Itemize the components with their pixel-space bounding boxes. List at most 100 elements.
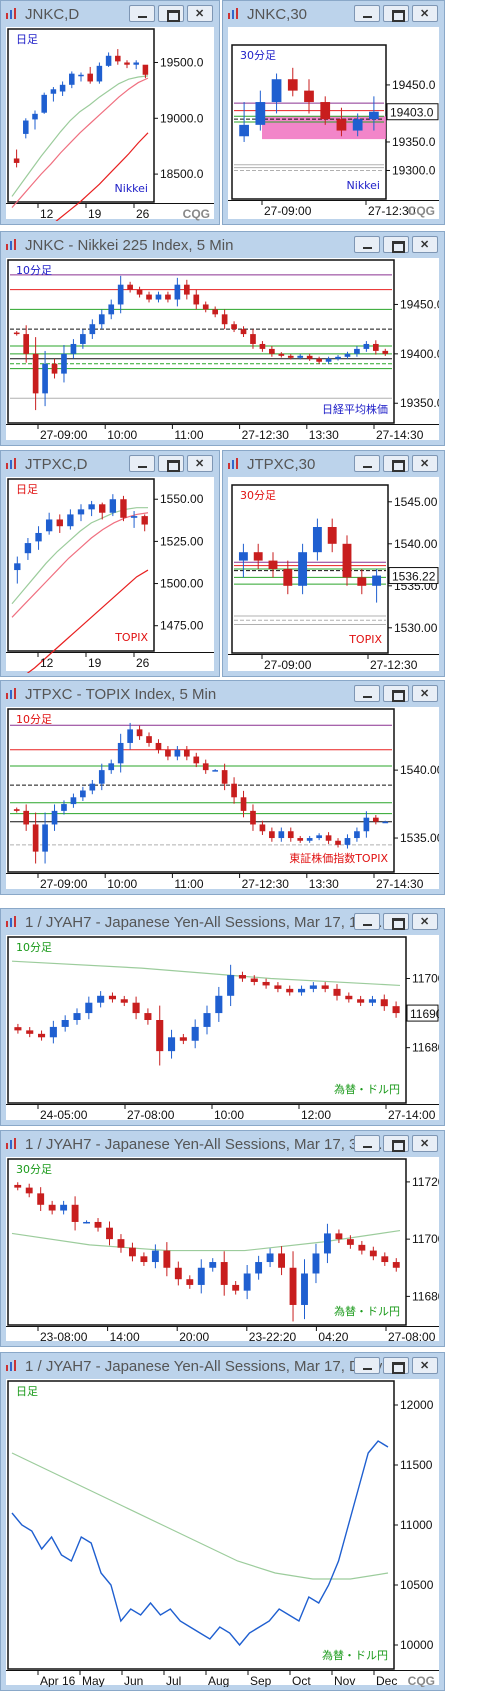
- candle-body: [42, 824, 48, 852]
- candle-body: [240, 329, 247, 335]
- candle-body: [278, 353, 285, 356]
- candle-body: [71, 1204, 79, 1222]
- candle-body: [202, 304, 209, 310]
- x-axis-line: [6, 424, 439, 425]
- instrument-label: 為替・ドル円: [322, 1648, 388, 1662]
- minimize-button[interactable]: [354, 455, 380, 472]
- candle-body: [141, 516, 148, 525]
- maximize-button[interactable]: [158, 5, 184, 22]
- candle-body: [38, 1033, 46, 1038]
- close-button[interactable]: [412, 236, 438, 253]
- candle-body: [344, 353, 351, 357]
- candle-body: [51, 363, 58, 374]
- chart-canvas[interactable]: 19450.0 19350.0 19300.0 19403.0 30分足 Nikkei 27…: [228, 27, 439, 221]
- maximize-button[interactable]: [383, 913, 409, 930]
- minimize-button[interactable]: [354, 685, 380, 702]
- maximize-button[interactable]: [383, 455, 409, 472]
- candle-body: [48, 1204, 56, 1211]
- close-button[interactable]: [412, 5, 438, 22]
- minimize-button[interactable]: [354, 1135, 380, 1152]
- candle-body: [108, 304, 115, 315]
- window-title: JNKC - Nikkei 225 Index, 5 Min: [25, 237, 234, 254]
- close-button[interactable]: [412, 685, 438, 702]
- candle-body: [70, 797, 77, 805]
- close-button[interactable]: [412, 913, 438, 930]
- x-tick-label: Aug: [208, 1674, 229, 1687]
- candle-body: [136, 729, 143, 737]
- y-tick-label: 10000: [400, 1638, 434, 1652]
- candle-body: [49, 1026, 57, 1038]
- minimize-button[interactable]: [354, 1357, 380, 1374]
- candle-body: [89, 783, 96, 791]
- maximize-button[interactable]: [383, 236, 409, 253]
- candle-body: [117, 284, 124, 305]
- candle-body: [357, 999, 365, 1003]
- close-button[interactable]: [412, 1135, 438, 1152]
- candle-body: [193, 756, 200, 764]
- last-price-box: [386, 103, 439, 121]
- x-tick-label: 26: [136, 656, 150, 670]
- x-tick-label: 10:00: [214, 1108, 244, 1122]
- candle-body: [155, 294, 162, 300]
- x-tick-label: 27-09:00: [40, 877, 88, 891]
- close-button[interactable]: [412, 455, 438, 472]
- close-button[interactable]: [187, 5, 213, 22]
- x-axis-line: [228, 200, 439, 201]
- chart-canvas[interactable]: 1545.001540.001535.001530.001536.2230分足T…: [228, 477, 439, 673]
- candle-body: [155, 742, 162, 750]
- y-tick-label: 1535.00: [400, 831, 439, 845]
- chart-canvas[interactable]: 1550.00 1525.00 1500.00 1475.00 日足 TOPIX 12 19 2…: [6, 477, 214, 673]
- candle-body: [146, 736, 152, 743]
- candle-body: [25, 1187, 33, 1194]
- candle-body: [132, 1002, 140, 1014]
- y-tick-label: 11700: [412, 972, 439, 986]
- y-tick-label: 1525.00: [160, 534, 204, 548]
- candle-body: [215, 995, 223, 1014]
- chart-window-icon: [6, 688, 16, 699]
- minimize-button[interactable]: [354, 236, 380, 253]
- candle-body: [51, 810, 58, 825]
- y-tick-label: 18500.0: [160, 167, 204, 181]
- candle-body: [59, 84, 66, 92]
- timeframe-label: 日足: [16, 483, 38, 496]
- x-tick-label: 24-05:00: [40, 1108, 88, 1122]
- minimize-button[interactable]: [354, 913, 380, 930]
- maximize-button[interactable]: [158, 455, 184, 472]
- x-tick-label: 27-12:30: [368, 204, 416, 218]
- candle-body: [316, 835, 322, 839]
- candle-body: [354, 831, 360, 839]
- candle-body: [262, 981, 270, 986]
- candle-body: [342, 543, 352, 578]
- close-button[interactable]: [187, 455, 213, 472]
- moving-average-line: [55, 132, 149, 221]
- chart-canvas[interactable]: 19500.0 19000.0 18500.0 日足 Nikkei 12 19 26 CQG: [6, 27, 214, 221]
- instrument-label: TOPIX: [114, 631, 148, 644]
- maximize-button[interactable]: [383, 5, 409, 22]
- candle-body: [61, 804, 67, 811]
- minimize-button[interactable]: [129, 455, 155, 472]
- candle-body: [174, 749, 181, 757]
- x-tick-label: 13:30: [309, 428, 339, 442]
- candle-body: [174, 284, 181, 300]
- close-button[interactable]: [412, 1357, 438, 1374]
- maximize-button[interactable]: [383, 1357, 409, 1374]
- window-title: JTPXC,D: [25, 456, 88, 473]
- x-tick-label: 12:00: [301, 1108, 331, 1122]
- candle-body: [354, 348, 360, 354]
- price-line: [11, 1440, 389, 1647]
- minimize-button[interactable]: [354, 5, 380, 22]
- minimize-button[interactable]: [129, 5, 155, 22]
- x-tick-label: 27-09:00: [40, 428, 88, 442]
- maximize-button[interactable]: [383, 685, 409, 702]
- candle-body: [287, 831, 294, 839]
- y-tick-label: 1540.00: [400, 763, 439, 777]
- candle-body: [380, 999, 388, 1007]
- maximize-button[interactable]: [383, 1135, 409, 1152]
- candle-body: [77, 509, 85, 515]
- window-title: JTPXC,30: [247, 456, 316, 473]
